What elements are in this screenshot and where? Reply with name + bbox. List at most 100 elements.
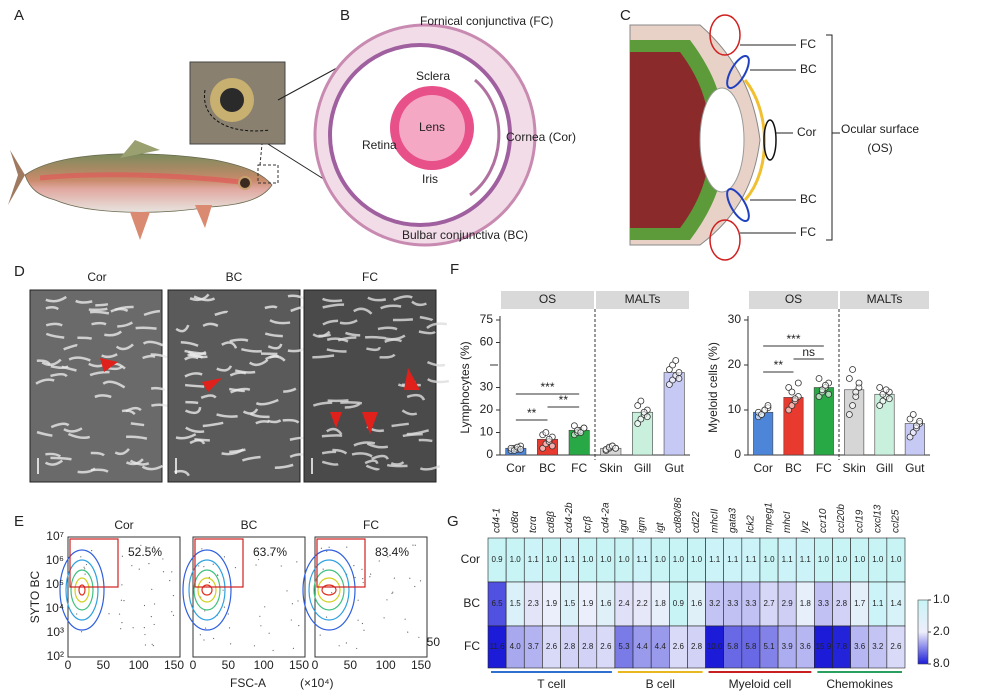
data-point	[758, 411, 765, 418]
cell-label: 1.0	[890, 555, 902, 564]
flow-dot	[378, 560, 380, 562]
flow-dot	[386, 599, 388, 601]
flow-contour	[308, 559, 350, 621]
flow-dot	[369, 576, 371, 578]
x-tick-label: Gill	[876, 461, 893, 475]
sem-images: Cor BC FC	[29, 270, 450, 483]
sem-texture	[327, 399, 349, 403]
group-label: Chemokines	[826, 677, 893, 691]
cell-label: 2.8	[564, 642, 576, 651]
flow-dot	[412, 544, 414, 546]
flow-dot	[260, 625, 262, 627]
sem-texture	[91, 321, 107, 326]
flow-dot	[398, 551, 401, 553]
x-tick-label: Skin	[599, 461, 622, 475]
bar	[844, 389, 865, 456]
x-tick-label: Gut	[664, 461, 684, 475]
y-tick-label: 10	[480, 425, 494, 439]
data-point	[788, 402, 796, 409]
y-tick-label: 10	[728, 402, 742, 416]
cell-label: 2.7	[763, 599, 775, 608]
gene-label: cd22	[691, 511, 702, 533]
data-point	[785, 406, 793, 414]
sem-texture	[419, 464, 441, 471]
flow-dot	[171, 611, 173, 613]
group-label: Myeloid cell	[729, 677, 792, 691]
flow-dot	[357, 599, 359, 601]
sem-texture	[189, 353, 208, 359]
sem-texture	[63, 344, 78, 351]
y-axis-title: Myeloid cells (%)	[706, 342, 720, 433]
flow-x-label: FSC-A	[230, 676, 266, 690]
sem-texture	[391, 422, 409, 428]
flow-dot	[325, 616, 328, 618]
sem-texture	[94, 394, 112, 399]
data-point	[879, 390, 887, 398]
flow-dot	[212, 563, 214, 565]
flow-dot	[346, 546, 348, 548]
data-point	[517, 445, 525, 453]
gene-label: mpeg1	[764, 502, 775, 533]
arrowhead	[330, 412, 342, 428]
data-point	[761, 406, 769, 414]
cell-label: 5.1	[763, 642, 775, 651]
cell-label: 2.6	[890, 642, 902, 651]
data-point	[794, 379, 802, 387]
sem-texture	[321, 434, 343, 438]
sem-texture	[150, 386, 166, 392]
sem-image	[29, 289, 163, 483]
group-label: MALTs	[867, 292, 903, 306]
colorbar-label: 8.0	[933, 656, 950, 670]
panel-label: G	[447, 513, 459, 530]
x-tick-label: Cor	[506, 461, 525, 475]
gene-label: lck2	[746, 515, 757, 533]
flow-y-tick-label: 10⁴	[45, 601, 64, 615]
flow-dot	[272, 649, 274, 652]
os-label: (OS)	[867, 141, 892, 155]
group-band	[840, 291, 929, 309]
sem-texture	[193, 295, 216, 302]
sem-texture	[312, 401, 333, 407]
sem-texture	[322, 303, 345, 309]
flow-gate	[69, 538, 119, 588]
flow-title: Cor	[114, 518, 133, 532]
sem-texture	[75, 299, 93, 304]
flow-dot	[234, 567, 237, 569]
flow-contour	[59, 549, 105, 631]
cell-label: 5.3	[618, 642, 630, 651]
sem-texture	[151, 403, 170, 408]
sem-texture	[241, 347, 262, 353]
data-point	[845, 375, 853, 382]
flow-dot	[143, 626, 145, 629]
flow-contour	[74, 577, 90, 603]
cell-label: 1.5	[510, 599, 522, 608]
gene-label: igm	[637, 517, 648, 533]
sem-texture	[274, 463, 294, 469]
sem-texture	[318, 333, 332, 338]
data-point	[785, 384, 793, 391]
flow-dot	[153, 546, 155, 548]
data-point	[669, 361, 676, 369]
cell-label: 3.3	[745, 599, 757, 608]
sem-texture	[221, 448, 245, 456]
y-tick-label: 30	[480, 380, 494, 394]
sem-texture	[283, 387, 297, 393]
cell-label: 2.8	[836, 599, 848, 608]
sem-texture	[326, 427, 343, 435]
data-point	[764, 402, 772, 409]
sem-texture	[44, 459, 64, 466]
flow-contour	[313, 569, 345, 611]
flow-x-tick-label: 50	[97, 658, 111, 672]
flow-dot	[322, 568, 324, 570]
data-point	[791, 395, 799, 403]
sem-texture	[175, 324, 190, 333]
data-point	[788, 388, 796, 396]
cell-label: 1.1	[745, 555, 757, 564]
x-tick-label: Skin	[842, 461, 865, 475]
sem-texture	[326, 337, 349, 343]
flow-contour	[193, 569, 221, 611]
histology-label: Cornea (Cor)	[506, 130, 576, 144]
y-tick-label: 0	[486, 447, 493, 461]
cell-label: 2.6	[673, 642, 685, 651]
sem-texture	[264, 332, 283, 338]
